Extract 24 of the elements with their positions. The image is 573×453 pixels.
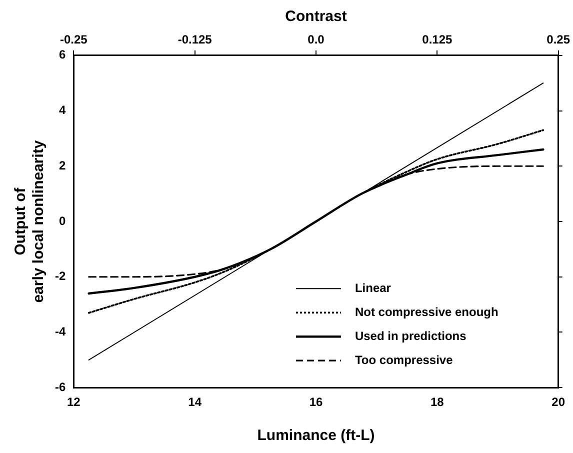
y-tick-label: 2	[58, 158, 66, 172]
x2-tick-label: 0.25	[546, 32, 570, 47]
x-tick-label: 18	[430, 395, 444, 410]
legend-label: Not compressive enough	[354, 304, 498, 319]
y-axis-title: Output of early local nonlinearity	[12, 140, 48, 303]
y-tick-label: 0	[58, 214, 66, 228]
y-tick-label: 6	[58, 48, 66, 62]
x2-tick-label: -0.25	[60, 32, 88, 47]
y-tick-label: -4	[55, 324, 66, 339]
x2-axis-title: Contrast	[285, 8, 347, 26]
legend-label: Used in predictions	[354, 328, 467, 343]
x-tick-label: 20	[552, 395, 566, 410]
x-tick-label: 14	[188, 395, 202, 410]
x-tick-label: 16	[309, 395, 323, 410]
legend-label: Too compressive	[354, 352, 454, 367]
x-tick-label: 12	[66, 395, 81, 410]
y-tick-label: 4	[58, 103, 66, 118]
legend-label: Linear	[354, 280, 392, 295]
x-axis-title: Luminance (ft-L)	[257, 427, 375, 444]
x2-tick-label: -0.125	[178, 32, 212, 47]
y-tick-label: -6	[55, 380, 66, 394]
x2-tick-label: 0.0	[308, 32, 325, 47]
y-tick-label: -2	[55, 269, 66, 284]
x2-tick-label: 0.125	[422, 32, 452, 47]
